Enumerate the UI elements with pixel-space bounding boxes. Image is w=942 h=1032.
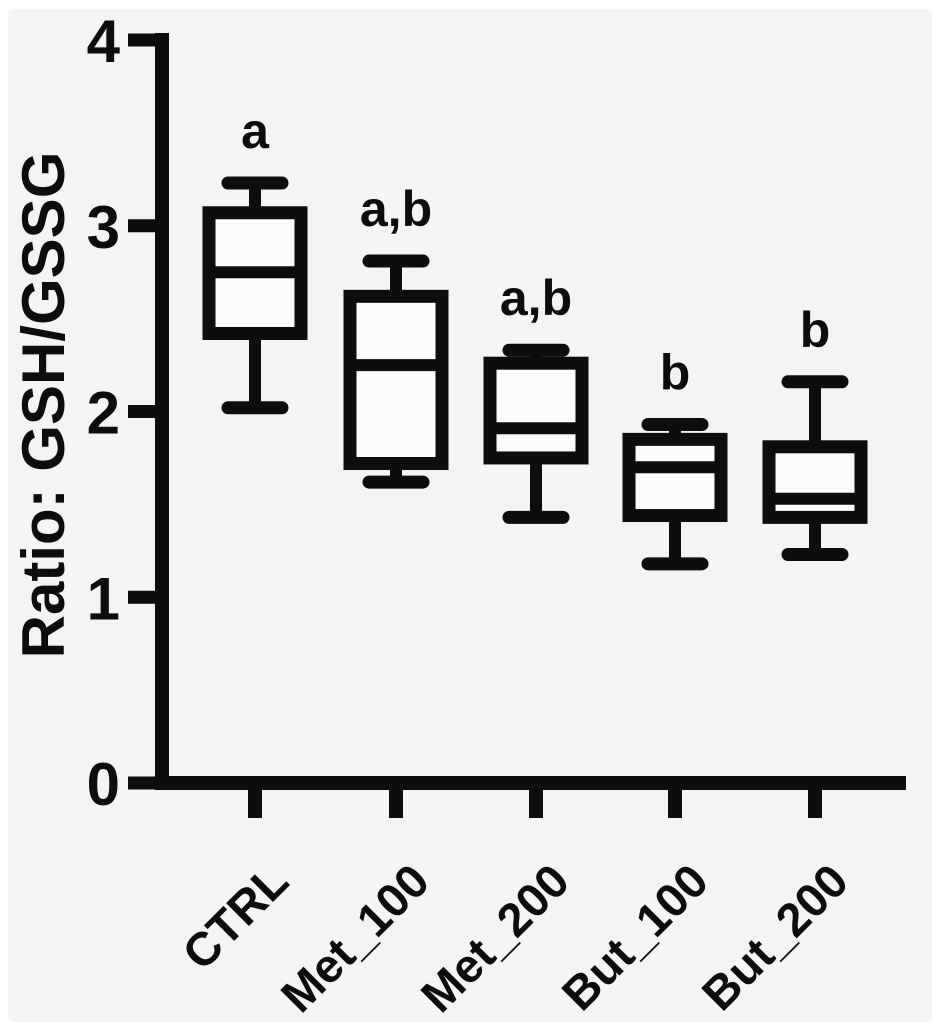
x-tick-label-But_200: But_200: [691, 854, 858, 1021]
iqr-box-Met_100: [343, 289, 449, 471]
y-tick-label-0: 0: [87, 751, 120, 818]
x-tick-label-Met_200: Met_200: [410, 854, 579, 1023]
x-tick-label-Met_100: Met_100: [270, 854, 439, 1023]
y-tick-label-3: 3: [87, 194, 120, 261]
significance-letter-Met_200: a,b: [500, 270, 572, 326]
y-tick-label-2: 2: [87, 380, 120, 447]
y-axis-title: Ratio: GSH/GSSG: [10, 152, 77, 659]
iqr-box-But_100: [622, 432, 728, 523]
y-tick-label-4: 4: [87, 8, 121, 75]
x-tick-label-But_100: But_100: [551, 854, 718, 1021]
significance-letter-But_200: b: [800, 302, 831, 358]
iqr-box-But_200: [762, 440, 868, 524]
x-tick-label-CTRL: CTRL: [172, 854, 298, 980]
iqr-box-Met_200: [483, 356, 589, 465]
significance-letter-CTRL: a: [241, 103, 270, 159]
significance-letter-But_100: b: [660, 345, 691, 401]
significance-letter-Met_100: a,b: [360, 181, 432, 237]
y-tick-label-1: 1: [87, 565, 120, 632]
